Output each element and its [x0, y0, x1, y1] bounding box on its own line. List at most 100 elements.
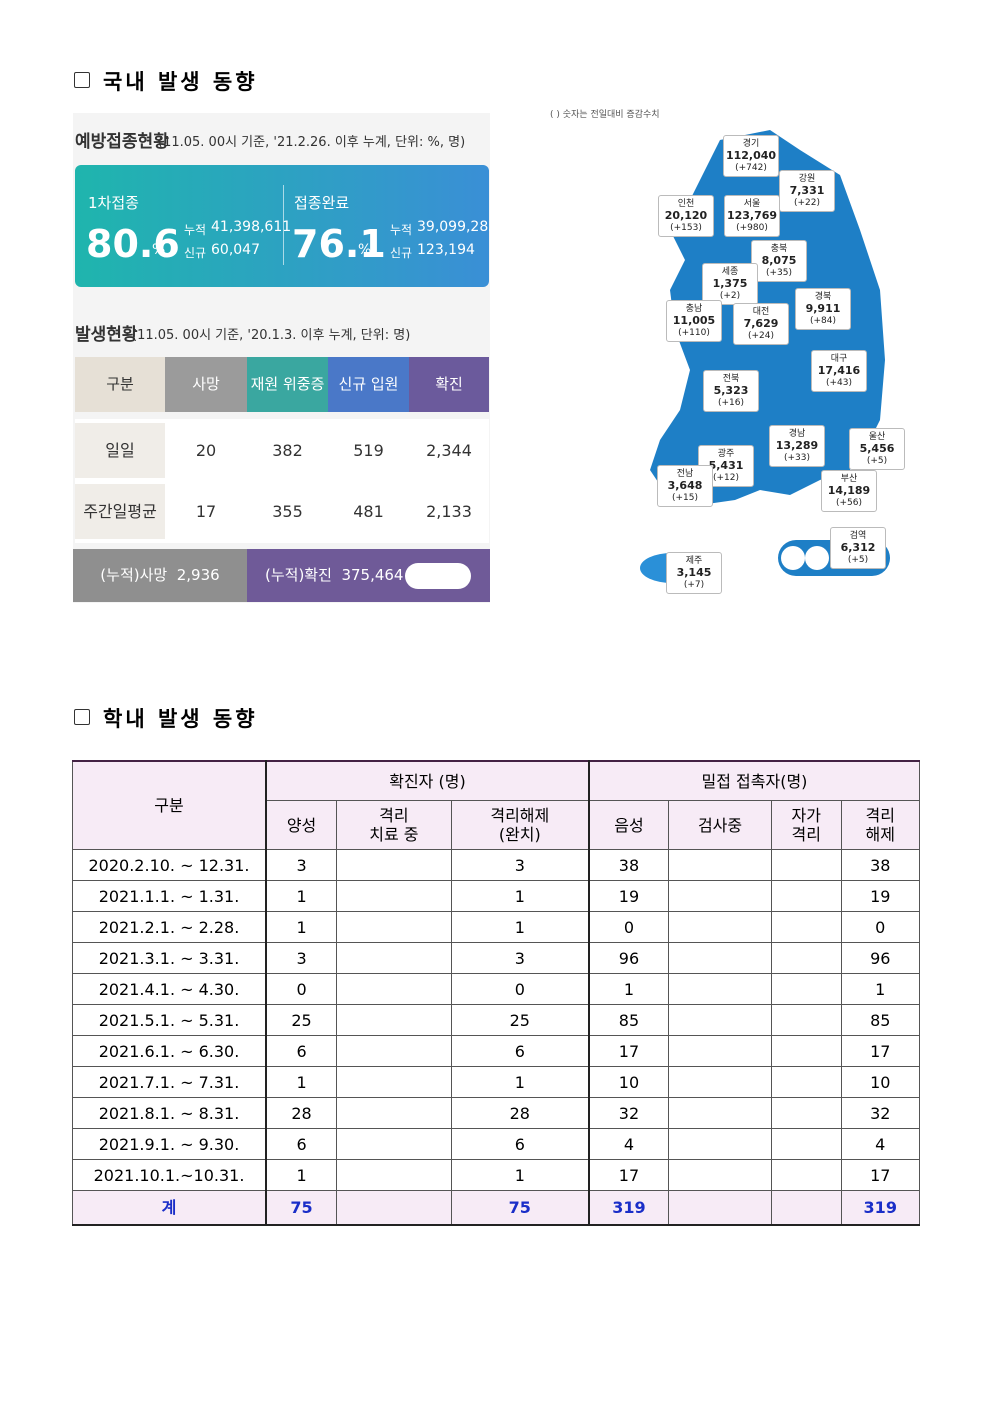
cell: 1: [450, 1159, 590, 1191]
cell: [771, 1097, 842, 1129]
data-row: 2021.8.1. ~ 8.31. 28 28 32 32: [72, 1097, 920, 1129]
region-change: (+56): [835, 498, 862, 508]
panel-title: 예방접종현황: [75, 132, 169, 152]
corner-cell: 구분: [72, 760, 267, 850]
cell: [668, 1159, 773, 1191]
cell: 10: [588, 1066, 670, 1098]
region-count: 7,331: [789, 184, 825, 197]
region-name: 강원: [798, 174, 816, 184]
region-name: 경남: [788, 429, 806, 439]
region-label: 강원 7,331 (+22): [779, 170, 835, 212]
group-header: 확진자 (명): [265, 760, 590, 801]
cell: 2021.2.1. ~ 2.28.: [72, 911, 267, 943]
cell: 2021.5.1. ~ 5.31.: [72, 1004, 267, 1036]
cell: 85: [840, 1004, 920, 1036]
region-change: (+35): [765, 268, 792, 278]
cell: 96: [840, 942, 920, 974]
header-row: 구분 확진자 (명) 밀접 접촉자(명): [72, 760, 920, 850]
region-change: (+22): [793, 198, 820, 208]
school-table: 구분 확진자 (명) 밀접 접촉자(명) 양성 격리 치료 중 격리해제 (완치) 음성 검사중 자…: [72, 760, 920, 1226]
cell: 28: [450, 1097, 590, 1129]
cell: [771, 973, 842, 1005]
cell: 2021.3.1. ~ 3.31.: [72, 942, 267, 974]
data-row: 2021.10.1.~10.31. 1 1 17 17: [72, 1159, 920, 1191]
header-line: 자가: [791, 806, 821, 825]
region-change: (+15): [671, 493, 698, 503]
region-label: 충남 11,005 (+110): [666, 300, 722, 342]
icon: [781, 546, 805, 570]
cell: [771, 849, 842, 881]
cell: 17: [840, 1035, 920, 1067]
total-row: 계 75 75 319 319: [72, 1190, 920, 1226]
data-row: 2021.2.1. ~ 2.28. 1 1 0 0: [72, 911, 920, 943]
region-count: 3,648: [667, 479, 703, 492]
section-title: 국내 발생 동향: [103, 70, 258, 94]
cum-death: (누적)사망 2,936: [73, 549, 247, 602]
cell: 75: [450, 1190, 590, 1226]
data-cell: 20: [195, 441, 217, 460]
region-label: 검역 6,312 (+5): [830, 527, 886, 569]
data-cell: 주간일평균: [75, 484, 165, 539]
section-title: 학내 발생 동향: [103, 707, 258, 731]
cell: [771, 942, 842, 974]
region-change: (+84): [809, 316, 836, 326]
cell: [771, 911, 842, 943]
region-name: 울산: [868, 432, 886, 442]
region-label: 대구 17,416 (+43): [811, 350, 867, 392]
cell: [668, 880, 773, 912]
column-header: 양성: [265, 800, 338, 850]
region-count: 3,145: [676, 566, 712, 579]
region-label: 세종 1,375 (+2): [702, 263, 758, 305]
cell: [336, 1128, 452, 1160]
cell: 1: [265, 911, 338, 943]
region-change: (+110): [678, 328, 710, 338]
region-count: 20,120: [664, 209, 708, 222]
region-count: 1,375: [712, 277, 748, 290]
checkbox-icon: [74, 72, 90, 88]
cell: 10: [840, 1066, 920, 1098]
region-label: 제주 3,145 (+7): [666, 552, 722, 594]
cell: [336, 1190, 452, 1226]
region-name: 제주: [685, 556, 703, 566]
header-cell: 구분: [75, 357, 165, 412]
cell: 17: [840, 1159, 920, 1191]
data-row: 2021.5.1. ~ 5.31. 25 25 85 85: [72, 1004, 920, 1036]
cell: 4: [840, 1128, 920, 1160]
data-row: 2021.4.1. ~ 4.30. 0 0 1 1: [72, 973, 920, 1005]
region-label: 전북 5,323 (+16): [703, 370, 759, 412]
cell: 2021.8.1. ~ 8.31.: [72, 1097, 267, 1129]
cell: [336, 942, 452, 974]
data-cell: 382: [272, 441, 303, 460]
data-row: 2021.9.1. ~ 9.30. 6 6 4 4: [72, 1128, 920, 1160]
data-row: 2021.3.1. ~ 3.31. 3 3 96 96: [72, 942, 920, 974]
region-count: 17,416: [817, 364, 861, 377]
region-count: 5,456: [859, 442, 895, 455]
region-label: 전남 3,648 (+15): [657, 465, 713, 507]
cell: 3: [450, 942, 590, 974]
cell: [336, 880, 452, 912]
header-cell: 재원 위중증: [247, 357, 328, 412]
cell: 1: [265, 880, 338, 912]
header-line: 치료 중: [369, 825, 419, 844]
cell: [771, 880, 842, 912]
dose-rate: 80.6: [86, 222, 180, 266]
region-count: 13,289: [775, 439, 819, 452]
region-count: 6,312: [840, 541, 876, 554]
region-name: 대전: [752, 307, 770, 317]
cell: [668, 1066, 773, 1098]
dose-rate: 76.1: [292, 222, 386, 266]
cell: 17: [588, 1035, 670, 1067]
cum-label: 누적: [390, 223, 413, 237]
cell: [668, 973, 773, 1005]
cell: 25: [265, 1004, 338, 1036]
cell: 6: [450, 1035, 590, 1067]
region-name: 광주: [717, 449, 735, 459]
cell: [771, 1128, 842, 1160]
cell: [771, 1159, 842, 1191]
dose-unit: %: [358, 242, 372, 258]
cell: [336, 973, 452, 1005]
region-count: 9,911: [805, 302, 841, 315]
column-header: 격리 치료 중: [336, 800, 452, 850]
region-label: 인천 20,120 (+153): [658, 195, 714, 237]
cell: 3: [265, 849, 338, 881]
